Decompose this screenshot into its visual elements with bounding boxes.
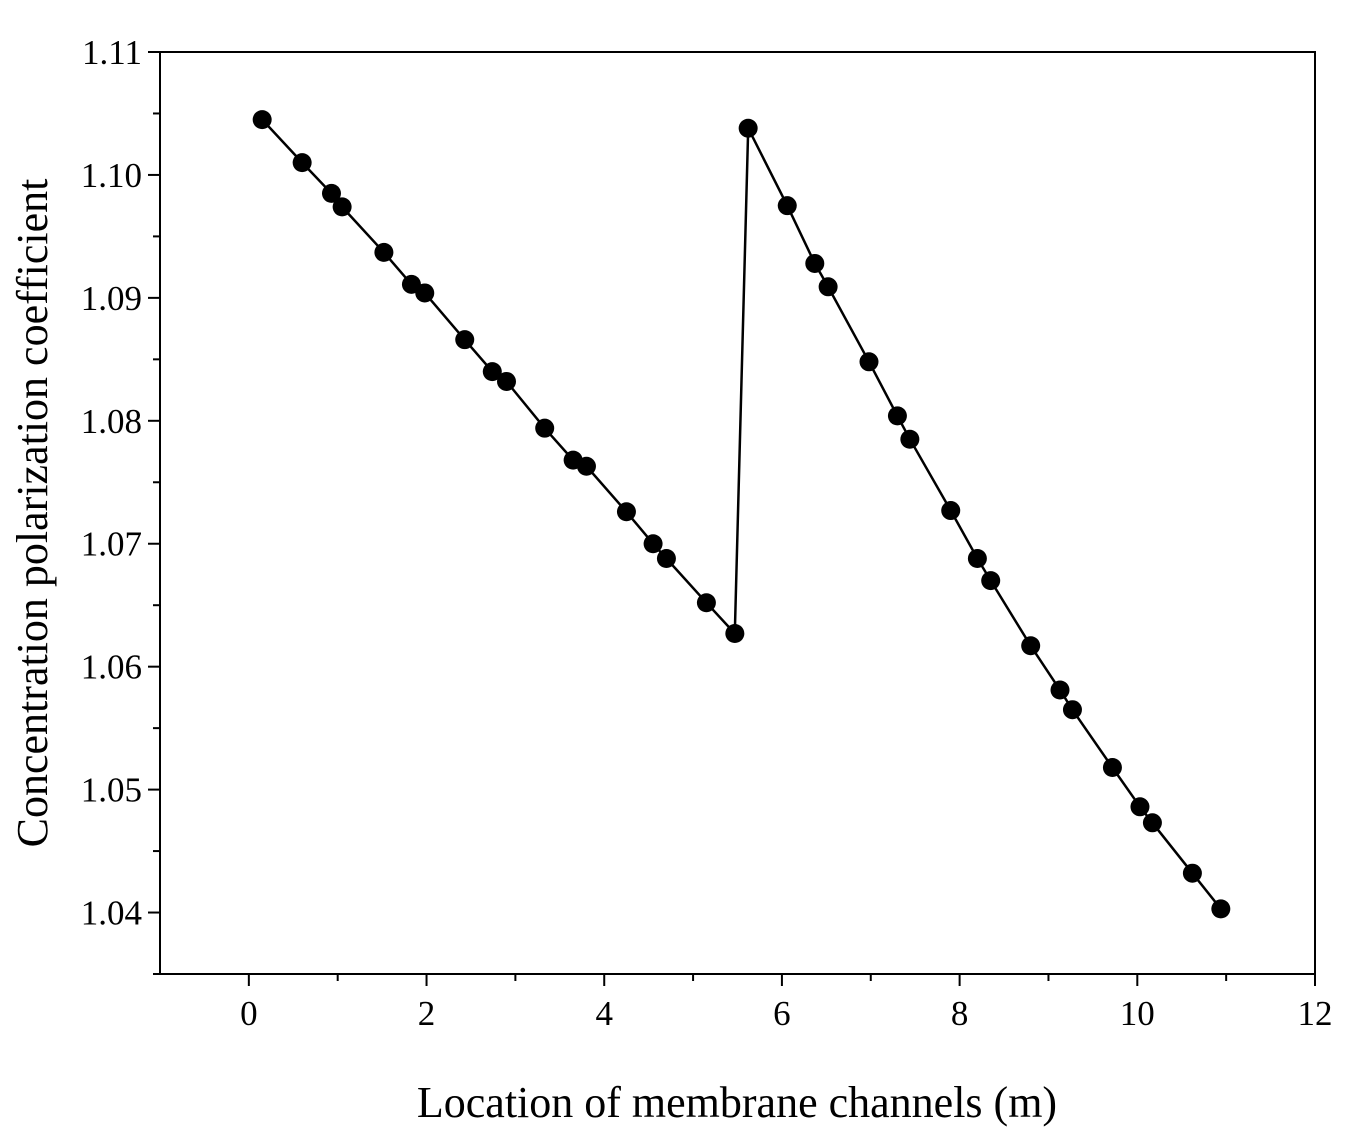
data-point	[696, 593, 716, 613]
data-point	[967, 548, 987, 568]
x-tick-label: 4	[595, 994, 613, 1033]
plot-area-frame	[159, 51, 1316, 975]
y-tick-label: 1.07	[81, 525, 142, 564]
x-tick-label: 10	[1120, 994, 1155, 1033]
data-point	[576, 456, 596, 476]
data-point	[1102, 757, 1122, 777]
data-point	[1050, 680, 1070, 700]
data-point	[738, 118, 758, 138]
series-layer	[252, 110, 1231, 919]
data-point	[887, 406, 907, 426]
data-point	[482, 362, 502, 382]
data-point	[777, 196, 797, 216]
data-point	[332, 197, 352, 217]
data-point	[1182, 863, 1202, 883]
data-point	[981, 571, 1001, 591]
data-point	[321, 183, 341, 203]
y-tick-label: 1.06	[81, 648, 142, 687]
data-point	[818, 277, 838, 297]
x-tick-label: 6	[773, 994, 791, 1033]
data-point	[497, 371, 516, 391]
y-tick-label: 1.05	[81, 771, 142, 810]
data-point	[535, 418, 555, 438]
y-axis: 1.04 1.05 1.06 1.07 1.08 1.09 1.10 1.11	[81, 33, 160, 975]
x-axis-title: Location of membrane channels (m)	[417, 1078, 1057, 1127]
x-tick-label: 8	[951, 994, 969, 1033]
data-point	[1142, 813, 1162, 833]
y-axis-title: Concentration polarization coefficient	[8, 179, 57, 848]
data-point	[656, 548, 676, 568]
data-point	[941, 501, 961, 521]
x-tick-label: 2	[418, 994, 436, 1033]
y-tick-label: 1.08	[81, 402, 142, 441]
series-line	[261, 118, 1222, 910]
y-tick-label: 1.09	[81, 279, 142, 318]
data-point	[725, 623, 745, 643]
x-tick-label: 12	[1298, 994, 1333, 1033]
y-tick-label: 1.04	[81, 894, 142, 933]
data-point	[1062, 700, 1082, 720]
data-point	[805, 253, 825, 273]
data-point	[616, 502, 636, 522]
data-point	[252, 110, 272, 130]
y-tick-label: 1.11	[82, 33, 142, 72]
data-point	[292, 153, 312, 173]
data-point	[643, 534, 663, 554]
data-point	[374, 242, 394, 262]
x-tick-label: 0	[240, 994, 258, 1033]
y-tick-label: 1.10	[81, 156, 142, 195]
data-point	[415, 283, 435, 303]
data-point	[900, 429, 920, 449]
data-point	[1211, 899, 1231, 919]
data-point	[1130, 797, 1150, 817]
data-point	[859, 352, 879, 372]
x-axis: 0 2 4 6 8 10 12	[240, 974, 1333, 1033]
data-point	[1021, 636, 1041, 656]
data-point	[455, 330, 475, 350]
